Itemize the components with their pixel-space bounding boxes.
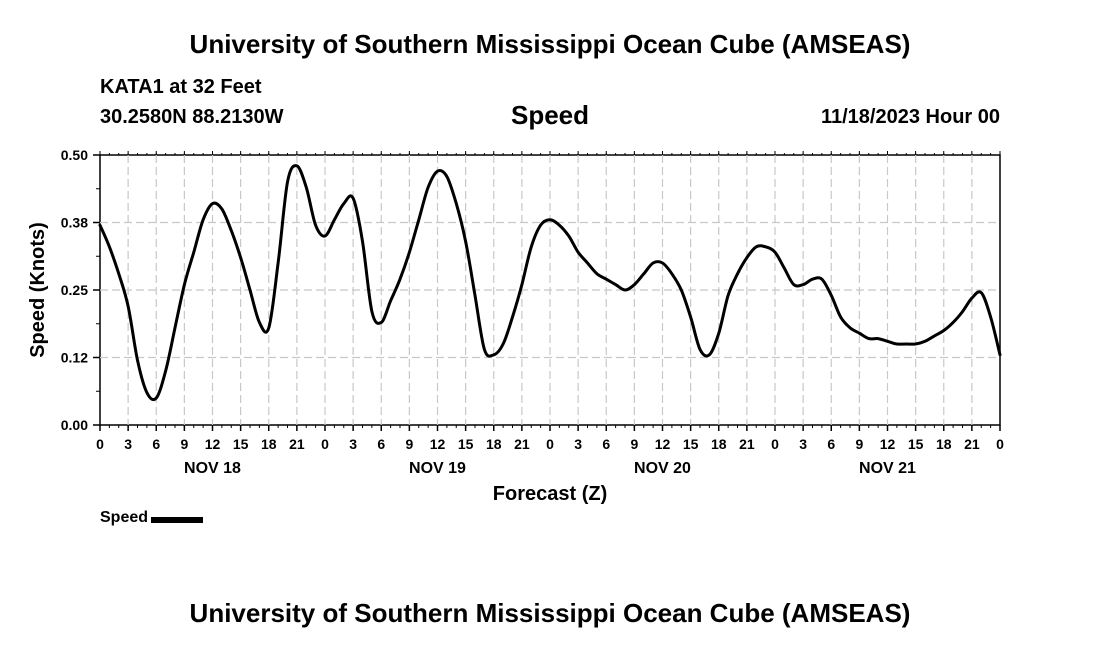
x-tick-label: 0	[321, 436, 329, 452]
x-tick-label: 12	[430, 436, 446, 452]
x-tick-label: 9	[405, 436, 413, 452]
station-label: KATA1 at 32 Feet	[100, 76, 262, 98]
x-tick-label: 15	[908, 436, 924, 452]
chart-main-title: University of Southern Mississippi Ocean…	[189, 29, 911, 59]
x-tick-label: 15	[233, 436, 249, 452]
x-tick-label: 18	[711, 436, 727, 452]
x-tick-label: 3	[349, 436, 357, 452]
y-tick-label: 0.25	[61, 282, 88, 298]
x-tick-label: 6	[827, 436, 835, 452]
x-axis-title: Forecast (Z)	[493, 483, 607, 505]
legend: Speed	[100, 509, 204, 527]
forecast-datetime: 11/18/2023 Hour 00	[820, 106, 1000, 128]
x-tick-label: 21	[964, 436, 980, 452]
x-day-label: NOV 19	[409, 460, 466, 477]
x-tick-label: 3	[124, 436, 132, 452]
y-axis-title: Speed (Knots)	[27, 222, 49, 358]
x-tick-label: 0	[546, 436, 554, 452]
y-tick-label: 0.50	[61, 147, 88, 163]
x-tick-label: 21	[739, 436, 755, 452]
x-tick-label: 15	[458, 436, 474, 452]
x-tick-label: 12	[880, 436, 896, 452]
x-tick-label: 12	[655, 436, 671, 452]
x-day-label: NOV 21	[859, 460, 916, 477]
x-tick-label: 9	[855, 436, 863, 452]
x-tick-label: 18	[486, 436, 502, 452]
speed-series-line	[98, 164, 1002, 402]
y-tick-label: 0.38	[61, 215, 88, 231]
x-tick-label: 0	[996, 436, 1004, 452]
x-tick-label: 6	[377, 436, 385, 452]
x-tick-label: 21	[289, 436, 305, 452]
x-tick-label: 3	[799, 436, 807, 452]
x-tick-label: 0	[771, 436, 779, 452]
legend-label: Speed	[100, 509, 149, 526]
x-tick-label: 18	[936, 436, 952, 452]
x-tick-label: 15	[683, 436, 699, 452]
legend-line-swatch	[151, 516, 204, 523]
x-tick-label: 21	[514, 436, 530, 452]
x-tick-label: 9	[630, 436, 638, 452]
x-tick-label: 18	[261, 436, 277, 452]
x-tick-label: 3	[574, 436, 582, 452]
coordinates-label: 30.2580N 88.2130W	[100, 106, 284, 128]
x-tick-label: 6	[602, 436, 610, 452]
x-day-label: NOV 20	[634, 460, 691, 477]
y-tick-label: 0.00	[61, 417, 88, 433]
chart-title: Speed	[510, 100, 590, 130]
y-tick-label: 0.12	[61, 350, 88, 366]
x-day-label: NOV 18	[184, 460, 241, 477]
footer-title: University of Southern Mississippi Ocean…	[189, 598, 911, 628]
x-tick-label: 6	[152, 436, 160, 452]
x-tick-label: 12	[205, 436, 221, 452]
x-tick-label: 9	[180, 436, 188, 452]
x-tick-label: 0	[96, 436, 104, 452]
